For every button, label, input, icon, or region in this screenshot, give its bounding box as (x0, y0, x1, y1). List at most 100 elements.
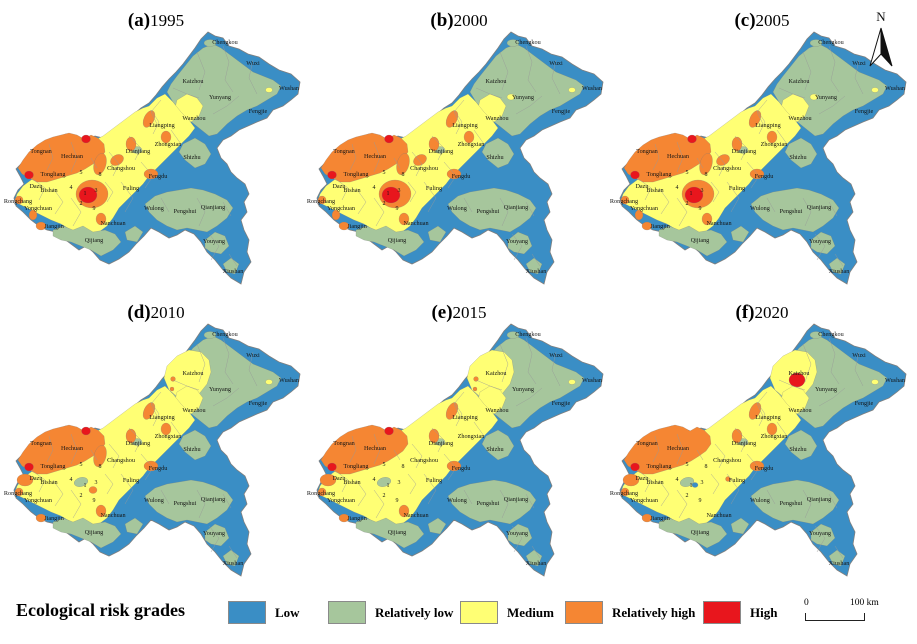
north-label: N (876, 9, 886, 24)
district-label-tongnan: Tongnan (636, 440, 658, 447)
district-label-yongchuan: Yongchuan (630, 497, 658, 504)
district-label-dazu: Dazu (332, 183, 345, 190)
district-label-nanchuan: Nanchuan (706, 220, 731, 227)
region-yongchuan-orange (634, 209, 644, 221)
risk-map-2010: Chengkou Wuxi Wushan Kaizhou Yunyang Fengjie W… (4, 323, 301, 577)
panel-title: (f)2020 (687, 302, 837, 324)
core-district-number: 8 (99, 464, 102, 470)
district-label-shizhu: Shizhu (183, 154, 200, 161)
district-label-chengkou: Chengkou (515, 331, 540, 338)
district-label-qijiang: Qijiang (691, 529, 710, 536)
scale-bar-end: 100 km (850, 598, 879, 608)
district-label-jiangjin: Jiangjin (44, 223, 64, 230)
region-xiushan-green (222, 549, 240, 567)
district-label-shizhu: Shizhu (789, 154, 806, 161)
district-label-kaizhou: Kaizhou (183, 78, 204, 85)
district-label-rongchang: Rongchang (307, 198, 335, 205)
core-district-number: 3 (701, 480, 704, 486)
region-zhongxian-orange (463, 130, 475, 144)
district-labels: Chengkou Wuxi Wushan Kaizhou Yunyang Fengjie W… (307, 331, 602, 567)
core-district-number: 5 (80, 170, 83, 176)
district-labels: Chengkou Wuxi Wushan Kaizhou Yunyang Fengjie W… (307, 39, 602, 275)
district-label-yongchuan: Yongchuan (24, 205, 52, 212)
region-rongchang-orange (14, 487, 24, 497)
district-label-xiushan: Xiushan (829, 268, 850, 275)
risk-map-2000: Chengkou Wuxi Wushan Kaizhou Yunyang Fengjie W… (307, 31, 604, 285)
region-beibei-orange (699, 153, 713, 175)
district-label-dazu: Dazu (29, 183, 42, 190)
district-label-qijiang: Qijiang (691, 237, 710, 244)
panel-year: 1995 (150, 11, 185, 30)
region-youyang-green (810, 523, 836, 547)
region-xiushan-green (525, 257, 543, 275)
map-panel-2020: (f)2020 (607, 294, 914, 586)
district-label-yunyang: Yunyang (209, 386, 231, 393)
region-tongliang-red (327, 462, 337, 472)
core-district-number: 1 (84, 483, 87, 489)
district-label-wanzhou: Wanzhou (182, 407, 205, 414)
district-label-kaizhou: Kaizhou (183, 370, 204, 377)
district-label-dianjiang: Dianjiang (732, 440, 756, 447)
district-label-youyang: Youyang (809, 238, 831, 245)
region-hechuan-red (687, 134, 697, 144)
region-kaizhou-red (788, 372, 806, 388)
district-label-wuxi: Wuxi (852, 60, 866, 67)
legend-swatch-medium (460, 601, 498, 624)
district-label-hechuan: Hechuan (667, 445, 689, 452)
core-district-number: 3 (398, 480, 401, 486)
district-label-chengkou: Chengkou (212, 39, 237, 46)
district-label-dianjiang: Dianjiang (732, 148, 756, 155)
district-label-fengjie: Fengjie (855, 400, 874, 407)
district-label-youyang: Youyang (203, 530, 225, 537)
legend-swatch-relatively-high (565, 601, 603, 624)
district-label-qianjiang: Qianjiang (201, 204, 225, 211)
region-west-orange (623, 132, 712, 183)
core-district-number: 5 (383, 170, 386, 176)
region-yunyang-dot (506, 93, 516, 101)
region-nanchuan-green (427, 225, 447, 243)
region-nanchuan-orange (95, 504, 107, 518)
district-label-wuxi: Wuxi (246, 60, 260, 67)
district-label-dianjiang: Dianjiang (429, 440, 453, 447)
district-label-zhongxian: Zhongxian (155, 141, 182, 148)
district-label-wanzhou: Wanzhou (485, 115, 508, 122)
district-label-rongchang: Rongchang (4, 490, 32, 497)
district-label-pengshui: Pengshui (174, 208, 197, 215)
district-label-tongnan: Tongnan (30, 440, 52, 447)
district-label-rongchang: Rongchang (307, 490, 335, 497)
region-shizhu-green (481, 429, 515, 461)
district-label-xiushan: Xiushan (526, 268, 547, 275)
region-rongchang-orange (620, 487, 630, 497)
region-wushan-dot (265, 87, 273, 93)
panel-title: (e)2015 (384, 302, 534, 324)
region-nanchuan-orange (398, 212, 410, 226)
district-label-tongnan: Tongnan (30, 148, 52, 155)
district-label-tongliang: Tongliang (647, 463, 672, 470)
region-beibei-orange (93, 153, 107, 175)
district-label-changshou: Changshou (410, 457, 438, 464)
region-xiushan-green (828, 549, 846, 567)
region-core-red (381, 186, 401, 204)
district-label-kaizhou: Kaizhou (486, 78, 507, 85)
district-label-bishan: Bishan (40, 479, 57, 486)
core-district-number: 9 (93, 206, 96, 212)
region-kaizhou-dots (169, 376, 176, 392)
region-tongliang-red (24, 462, 34, 472)
region-jiangjin-orange (35, 221, 47, 231)
district-label-wushan: Wushan (582, 85, 602, 92)
region-dazu-orange (16, 473, 34, 487)
district-label-wanzhou: Wanzhou (788, 407, 811, 414)
district-label-bishan: Bishan (343, 479, 360, 486)
legend-label-low: Low (275, 604, 300, 620)
district-label-wushan: Wushan (885, 377, 905, 384)
district-label-kaizhou: Kaizhou (486, 370, 507, 377)
region-xiushan-green (222, 257, 240, 275)
district-label-shizhu: Shizhu (486, 154, 503, 161)
district-label-wulong: Wulong (144, 497, 164, 504)
region-xiushan-green (828, 257, 846, 275)
core-district-number: 1 (690, 191, 693, 197)
region-core-orange-dot (88, 486, 98, 494)
region-nanchuan-green (124, 225, 144, 243)
region-shizhu-green (481, 137, 515, 169)
district-label-wulong: Wulong (447, 205, 467, 212)
